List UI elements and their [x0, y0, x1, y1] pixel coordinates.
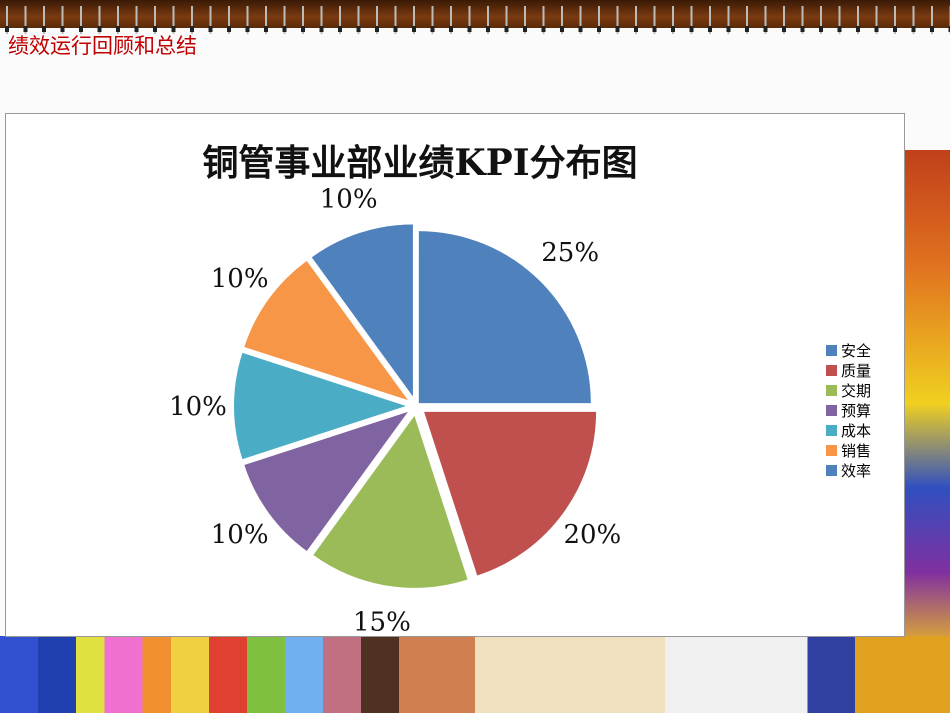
legend-swatch	[826, 464, 837, 476]
legend-swatch	[826, 364, 837, 376]
legend-label: 安全	[841, 341, 872, 360]
legend-swatch	[826, 384, 837, 396]
legend-item: 安全	[826, 340, 871, 360]
legend-swatch	[826, 424, 837, 436]
legend-label: 预算	[841, 401, 872, 420]
data-label: 10%	[211, 264, 269, 294]
legend-item: 预算	[826, 400, 871, 420]
slide-title: 绩效运行回顾和总结	[8, 34, 197, 58]
data-label: 25%	[541, 238, 599, 268]
pie-slice-交期	[313, 415, 468, 588]
pie-slice-成本	[234, 352, 406, 460]
legend-label: 质量	[841, 361, 872, 380]
chart-container: 铜管事业部业绩KPI分布图 25% 20% 15% 10% 10% 10% 10% 安全 质量…	[5, 113, 905, 637]
legend-swatch	[826, 404, 837, 416]
pie-slice-效率	[311, 224, 413, 397]
data-label: 15%	[353, 607, 411, 636]
chart-title: 铜管事业部业绩KPI分布图	[202, 142, 638, 184]
pie-slice-质量	[424, 411, 597, 576]
legend-item: 交期	[826, 380, 871, 400]
legend-label: 交期	[841, 381, 872, 400]
decorative-stripes-bottom	[0, 636, 950, 713]
data-label: 10%	[211, 520, 269, 550]
chart-legend: 安全 质量 交期 预算 成本 销售 效率	[826, 340, 871, 480]
pie-slice-预算	[244, 411, 408, 552]
legend-item: 效率	[826, 460, 871, 480]
legend-swatch	[826, 344, 837, 356]
legend-swatch	[826, 444, 837, 456]
data-label: 10%	[169, 392, 227, 422]
pie-slice-安全	[418, 231, 591, 404]
decorative-painting-right	[900, 150, 950, 713]
legend-label: 成本	[841, 421, 872, 440]
legend-item: 成本	[826, 420, 871, 440]
data-label: 20%	[563, 520, 621, 550]
binding-holes	[0, 26, 950, 32]
legend-item: 销售	[826, 440, 871, 460]
pie-chart: 25% 20% 15% 10% 10% 10% 10%	[169, 185, 621, 636]
legend-label: 销售	[841, 441, 872, 460]
legend-item: 质量	[826, 360, 871, 380]
data-label: 10%	[320, 185, 378, 215]
pie-slice-销售	[244, 260, 408, 401]
legend-label: 效率	[841, 461, 872, 480]
